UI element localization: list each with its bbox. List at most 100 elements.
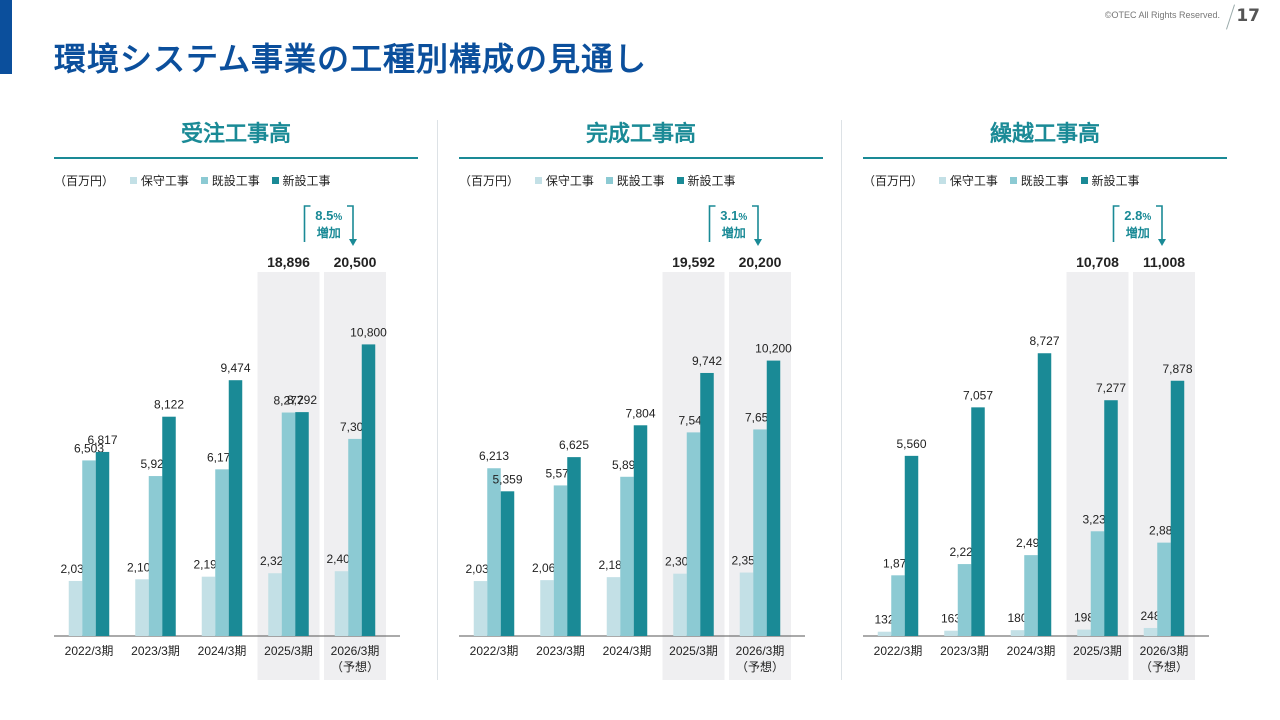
bar-maintenance (739, 572, 754, 636)
bar-new (1037, 353, 1052, 636)
panel-divider (437, 120, 438, 680)
legend-swatch (938, 177, 946, 184)
bar-existing (1024, 555, 1038, 636)
bar-new (95, 451, 110, 636)
carryover-chart-panel: 繰越工事高 （百万円） 保守工事 既設工事 新設工事 132 163 180 198 2… (863, 112, 1263, 692)
growth-bracket (1112, 205, 1163, 242)
x-tick-label: 2026/3期 (331, 644, 380, 658)
bar-new (295, 412, 309, 636)
bar-new (904, 455, 919, 636)
growth-bracket (303, 205, 354, 242)
chart-title: 繰越工事高 (989, 122, 1100, 147)
bar-existing (686, 432, 701, 636)
legend-label: 新設工事 (282, 174, 331, 188)
legend-item-existing: 既設工事 (200, 174, 260, 188)
legend-item-new: 新設工事 (1080, 174, 1140, 188)
total-label: 19,592 (672, 254, 715, 270)
legend-label: 保守工事 (545, 174, 594, 188)
x-tick-label: 2023/3期 (536, 644, 585, 658)
bar-value-label: 7,804 (625, 406, 655, 420)
forecast-note: （予想） (1140, 659, 1188, 674)
legend-label: 新設工事 (1091, 174, 1140, 188)
x-tick-label: 2024/3期 (603, 644, 652, 658)
orders-chart-panel: 受注工事高 （百万円） 保守工事 既設工事 新設工事 2,039 2,100 2,1… (54, 112, 454, 692)
legend-swatch (605, 177, 613, 184)
bar-value-label: 8,277 (273, 394, 303, 408)
growth-label: 増加 (722, 225, 746, 240)
legend-swatch (676, 177, 684, 184)
bar-existing (753, 429, 767, 636)
unit-label: （百万円） (459, 174, 520, 188)
bar-value-label: 8,292 (287, 393, 317, 407)
bar-maintenance (1010, 630, 1025, 636)
bar-value-label: 5,560 (896, 437, 926, 451)
total-label: 11,008 (1143, 254, 1185, 270)
bar-maintenance (877, 631, 892, 636)
legend-swatch (534, 177, 542, 184)
x-tick-label: 2024/3期 (198, 644, 247, 658)
legend-swatch (271, 177, 279, 184)
unit-label: （百万円） (863, 174, 924, 188)
bar-new (228, 380, 243, 636)
x-tick-label: 2025/3期 (264, 644, 313, 658)
bar-value-label: 7,057 (963, 388, 993, 402)
bar-maintenance (201, 576, 216, 636)
bar-new (700, 372, 714, 636)
bar-value-label: 248 (1140, 609, 1160, 623)
legend-item-new: 新設工事 (271, 174, 331, 188)
bar-existing (281, 412, 296, 636)
x-tick-label: 2026/3期 (736, 644, 785, 658)
title-underline (863, 157, 1227, 159)
legend-item-new: 新設工事 (676, 174, 736, 188)
bar-existing (487, 468, 501, 636)
legend-item-maintenance: 保守工事 (129, 174, 189, 188)
bar-value-label: 8,727 (1029, 334, 1059, 348)
bar-maintenance (540, 580, 554, 636)
legend-label: 保守工事 (140, 174, 189, 188)
forecast-note: （予想） (331, 659, 379, 674)
legend-item-existing: 既設工事 (1009, 174, 1069, 188)
x-tick-label: 2022/3期 (65, 644, 114, 658)
bar-new (971, 407, 985, 636)
legend-item-maintenance: 保守工事 (534, 174, 594, 188)
growth-bracket (708, 205, 759, 242)
title-underline (459, 157, 823, 159)
bar-new (1170, 380, 1185, 636)
x-tick-label: 2025/3期 (669, 644, 718, 658)
bar-value-label: 132 (874, 613, 894, 627)
bar-new (567, 457, 581, 636)
title-underline (54, 157, 418, 159)
bar-maintenance (473, 581, 488, 636)
bar-value-label: 6,817 (87, 433, 117, 447)
copyright: ©OTEC All Rights Reserved. (1104, 10, 1220, 20)
bar-existing (1157, 542, 1171, 636)
bar-new (633, 425, 648, 636)
bar-value-label: 7,878 (1162, 362, 1192, 376)
bar-maintenance (1143, 627, 1158, 636)
legend-swatch (200, 177, 208, 184)
bar-maintenance (135, 579, 149, 636)
legend-item-maintenance: 保守工事 (938, 174, 998, 188)
bar-maintenance (268, 573, 282, 636)
bar-new (1104, 400, 1118, 636)
bar-existing (891, 575, 905, 636)
legend-label: 既設工事 (1020, 174, 1069, 188)
bar-maintenance (1077, 629, 1091, 636)
legend-label: 新設工事 (687, 174, 736, 188)
bar-value-label: 10,800 (350, 325, 387, 339)
bar-existing (620, 476, 634, 636)
bar-new (361, 344, 376, 636)
growth-value: 8.5% (315, 208, 342, 223)
page-number: 17 (1236, 6, 1260, 26)
x-tick-label: 2022/3期 (470, 644, 519, 658)
bar-value-label: 9,474 (220, 361, 250, 375)
bar-maintenance (606, 577, 621, 636)
forecast-note: （予想） (736, 659, 784, 674)
x-tick-label: 2025/3期 (1073, 644, 1122, 658)
bar-maintenance (944, 630, 958, 636)
legend-label: 既設工事 (211, 174, 260, 188)
legend-swatch (129, 177, 137, 184)
bar-value-label: 8,122 (154, 398, 184, 412)
bar-maintenance (68, 580, 83, 636)
